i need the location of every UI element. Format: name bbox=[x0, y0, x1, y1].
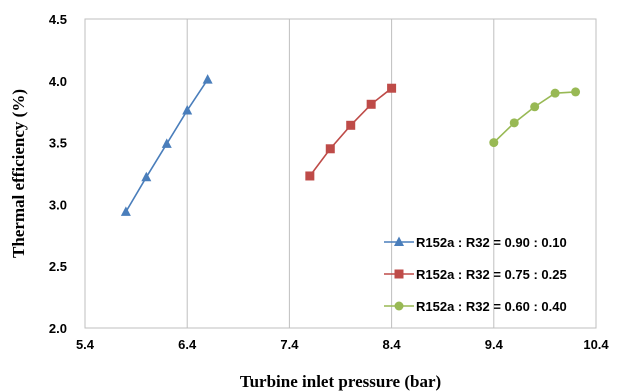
x-tick-label-4: 9.4 bbox=[485, 337, 504, 352]
plot-area bbox=[84, 18, 597, 329]
x-tick-label-1: 6.4 bbox=[178, 337, 197, 352]
tick-labels: 5.4 6.4 7.4 8.4 9.4 10.4 2.0 2.5 3.0 3.5 4.0 4.5 bbox=[49, 12, 609, 352]
x-tick-label-5: 10.4 bbox=[583, 337, 609, 352]
legend-marker-0 bbox=[394, 236, 404, 246]
legend-marker-2 bbox=[394, 301, 404, 311]
data-point-1-2 bbox=[346, 120, 356, 130]
data-point-0-4 bbox=[202, 74, 213, 84]
data-point-2-0 bbox=[489, 138, 499, 148]
data-point-0-2 bbox=[161, 138, 172, 148]
data-point-2-4 bbox=[571, 87, 581, 97]
series-0 bbox=[120, 74, 213, 216]
legend-label-0: R152a : R32 = 0.90 : 0.10 bbox=[416, 235, 567, 250]
legend-label-1: R152a : R32 = 0.75 : 0.25 bbox=[416, 267, 567, 282]
y-tick-label-3: 3.5 bbox=[49, 136, 67, 151]
y-tick-label-0: 2.0 bbox=[49, 321, 67, 336]
y-axis-title: Thermal efficiency (%) bbox=[9, 89, 28, 258]
x-tick-label-3: 8.4 bbox=[383, 337, 402, 352]
legend: R152a : R32 = 0.90 : 0.10 R152a : R32 = 0… bbox=[384, 235, 567, 314]
x-axis-title: Turbine inlet pressure (bar) bbox=[240, 372, 441, 391]
data-point-1-3 bbox=[366, 99, 376, 109]
data-point-2-1 bbox=[509, 118, 519, 128]
data-point-1-1 bbox=[325, 144, 335, 154]
series-1 bbox=[305, 83, 397, 181]
series-line-2 bbox=[493, 91, 576, 144]
data-point-1-0 bbox=[305, 171, 315, 181]
x-tick-label-0: 5.4 bbox=[76, 337, 95, 352]
y-tick-label-1: 2.5 bbox=[49, 259, 67, 274]
series-2 bbox=[489, 87, 581, 148]
x-tick-label-2: 7.4 bbox=[280, 337, 299, 352]
y-tick-label-4: 4.0 bbox=[49, 74, 67, 89]
data-point-2-2 bbox=[530, 102, 540, 112]
data-point-0-3 bbox=[182, 104, 193, 115]
y-tick-label-2: 3.0 bbox=[49, 197, 67, 212]
data-point-1-4 bbox=[387, 83, 397, 93]
data-point-2-3 bbox=[550, 88, 560, 98]
data-point-0-1 bbox=[141, 171, 152, 182]
legend-label-2: R152a : R32 = 0.60 : 0.40 bbox=[416, 299, 567, 314]
y-tick-label-5: 4.5 bbox=[49, 12, 67, 27]
series-layer bbox=[120, 74, 581, 216]
data-point-0-0 bbox=[120, 206, 131, 216]
legend-marker-1 bbox=[394, 269, 404, 279]
series-line-1 bbox=[309, 87, 393, 177]
